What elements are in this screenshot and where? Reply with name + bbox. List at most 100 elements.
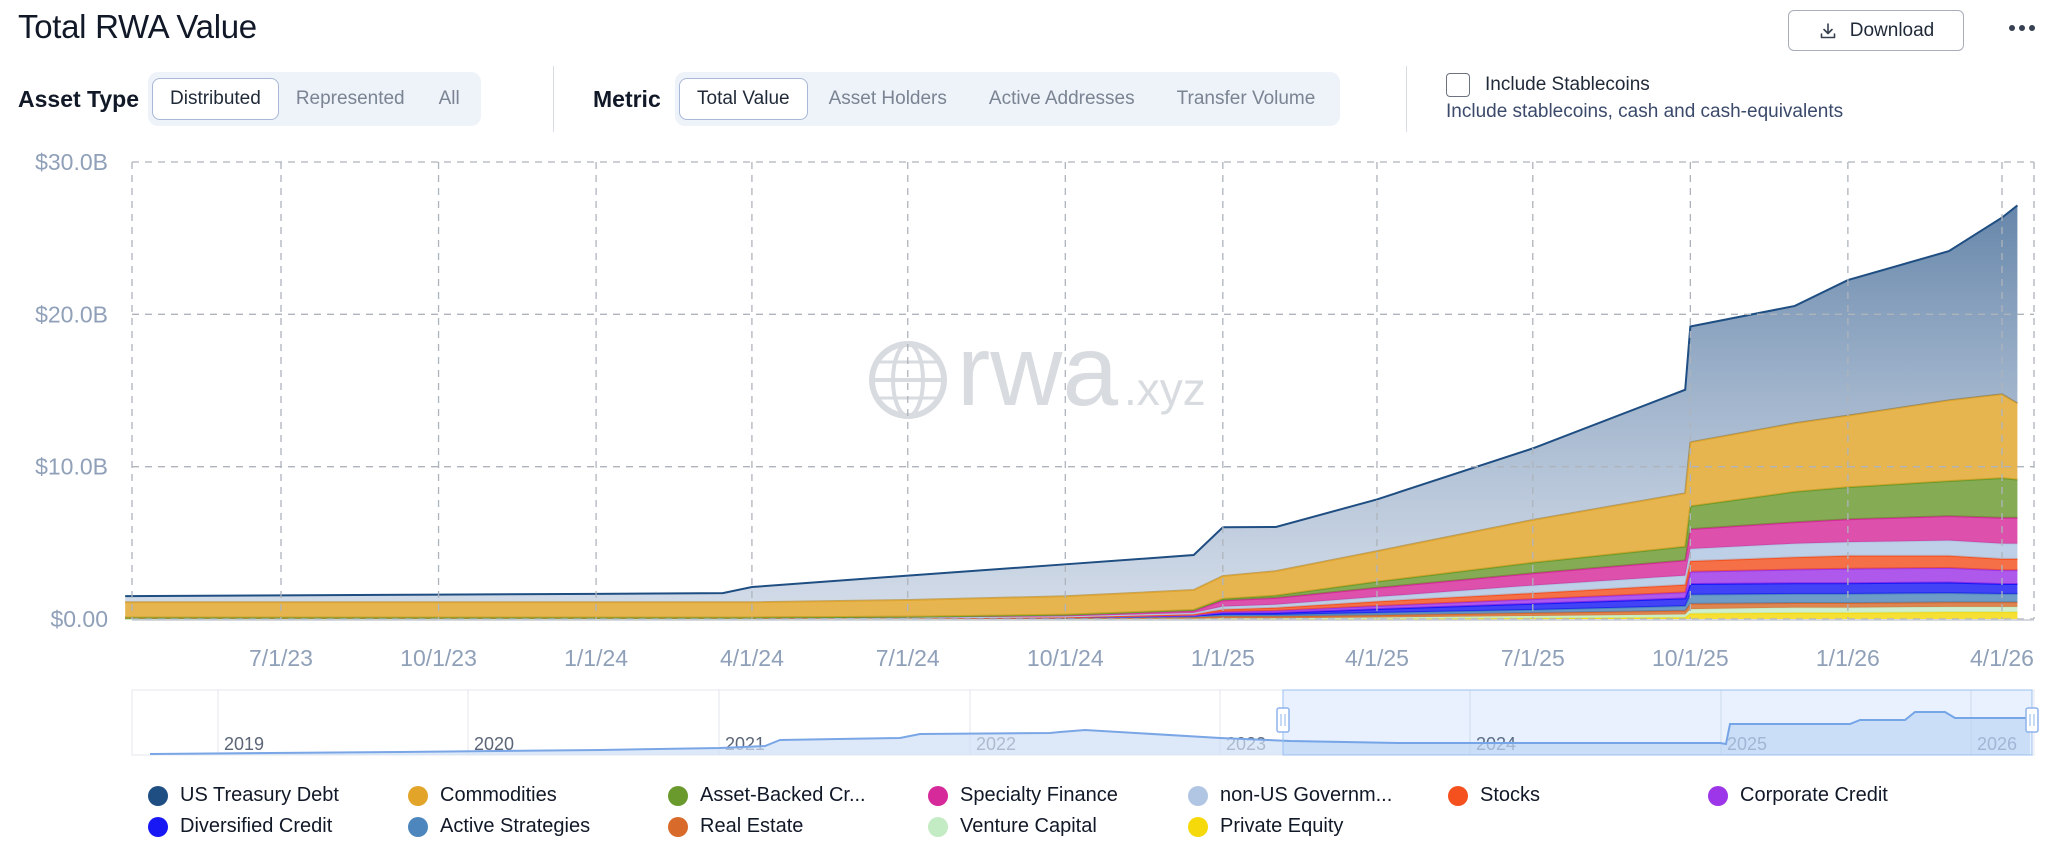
y-tick-label: $20.0B <box>35 301 108 327</box>
metric-total-value[interactable]: Total Value <box>679 78 808 120</box>
metric-toggle: Total Value Asset Holders Active Address… <box>675 72 1341 126</box>
time-navigator[interactable]: 20192020202120222023202420252026 <box>131 689 2039 756</box>
area-active-strategies[interactable] <box>125 593 2018 618</box>
legend-item-non-us-governm[interactable]: non-US Governm... <box>1188 784 1392 807</box>
navigator-year-label: 2020 <box>474 734 514 754</box>
legend-label: Venture Capital <box>960 815 1097 837</box>
metric-transfer-volume[interactable]: Transfer Volume <box>1176 88 1316 109</box>
navigator-selection[interactable] <box>1282 689 2033 756</box>
legend-label: Real Estate <box>700 815 804 837</box>
area-real-estate[interactable] <box>125 602 2018 619</box>
watermark-text: rwa <box>957 315 1119 427</box>
legend-swatch <box>408 785 428 806</box>
line-asset-backed-credit <box>125 477 2018 619</box>
include-stablecoins-checkbox[interactable] <box>1446 73 1470 97</box>
x-tick-label: 10/1/25 <box>1652 645 1729 671</box>
more-dot <box>2009 25 2015 31</box>
legend-swatch <box>148 816 168 837</box>
legend-item-corporate-credit[interactable]: Corporate Credit <box>1708 784 1888 807</box>
asset-type-represented[interactable]: Represented <box>295 88 405 109</box>
navigator-line <box>149 711 2030 755</box>
legend-item-commodities[interactable]: Commodities <box>408 784 557 807</box>
legend-item-specialty-finance[interactable]: Specialty Finance <box>928 784 1118 807</box>
line-us-treasury-debt <box>125 204 2019 598</box>
legend-swatch <box>1188 816 1208 837</box>
y-tick-label: $10.0B <box>35 454 108 480</box>
x-tick-label: 7/1/23 <box>249 645 313 671</box>
include-stablecoins-description: Include stablecoins, cash and cash-equiv… <box>1446 101 1844 122</box>
area-specialty-finance[interactable] <box>125 516 2018 618</box>
legend-item-active-strategies[interactable]: Active Strategies <box>408 815 590 838</box>
legend-label: Corporate Credit <box>1740 784 1888 806</box>
x-tick-label: 7/1/25 <box>1501 645 1565 671</box>
legend-swatch <box>668 816 688 837</box>
x-tick-label: 4/1/24 <box>720 645 784 671</box>
x-tick-label: 4/1/25 <box>1345 645 1409 671</box>
metric-asset-holders[interactable]: Asset Holders <box>828 88 947 109</box>
more-dot <box>2029 25 2035 31</box>
area-series-group <box>125 204 2019 620</box>
legend-swatch <box>928 785 948 806</box>
legend-item-real-estate[interactable]: Real Estate <box>668 815 803 838</box>
legend-label: Specialty Finance <box>960 784 1118 806</box>
legend-item-asset-backed-cr[interactable]: Asset-Backed Cr... <box>668 784 866 807</box>
x-tick-label: 10/1/24 <box>1027 645 1104 671</box>
include-stablecoins-label[interactable]: Include Stablecoins <box>1485 74 1650 95</box>
asset-type-toggle: Distributed Represented All <box>148 72 481 126</box>
metric-label: Metric <box>593 86 661 112</box>
navigator-area <box>150 712 2030 755</box>
legend-label: US Treasury Debt <box>180 784 339 806</box>
more-dot <box>2019 25 2025 31</box>
more-options-icon[interactable] <box>2002 8 2042 48</box>
legend-label: Private Equity <box>1220 815 1344 837</box>
rwa-watermark: rwa .xyz <box>869 315 1206 427</box>
legend-item-diversified-credit[interactable]: Diversified Credit <box>148 815 332 838</box>
asset-type-all[interactable]: All <box>438 88 460 109</box>
controls-divider <box>1406 66 1407 132</box>
navigator-handle[interactable] <box>2025 707 2039 733</box>
navigator-year-label: 2019 <box>224 734 264 754</box>
legend-swatch <box>668 785 688 806</box>
legend-item-us-treasury-debt[interactable]: US Treasury Debt <box>148 784 339 807</box>
area-corporate-credit[interactable] <box>125 567 2018 618</box>
legend-label: non-US Governm... <box>1220 784 1393 806</box>
x-tick-label: 10/1/23 <box>400 645 477 671</box>
legend-item-stocks[interactable]: Stocks <box>1448 784 1540 807</box>
navigator-handle[interactable] <box>1276 707 1290 733</box>
area-commodities[interactable] <box>125 394 2018 618</box>
area-diversified-credit[interactable] <box>125 582 2018 618</box>
x-tick-label: 1/1/26 <box>1816 645 1880 671</box>
y-tick-label: $0.00 <box>50 606 108 632</box>
y-tick-label: $30.0B <box>35 149 108 175</box>
asset-type-label: Asset Type <box>18 86 140 112</box>
area-us-treasury-debt[interactable] <box>125 205 2018 603</box>
area-asset-backed-credit[interactable] <box>125 478 2018 618</box>
controls-divider <box>553 66 554 132</box>
legend-label: Commodities <box>440 784 557 806</box>
x-tick-label: 1/1/25 <box>1191 645 1255 671</box>
legend-swatch <box>148 785 168 806</box>
legend-label: Active Strategies <box>440 815 591 837</box>
metric-active-addresses[interactable]: Active Addresses <box>988 88 1135 109</box>
area-stocks[interactable] <box>125 555 2018 618</box>
x-tick-label: 4/1/26 <box>1970 645 2034 671</box>
download-label: Download <box>1849 19 1935 41</box>
download-button[interactable]: Download <box>1788 10 1964 51</box>
legend-item-private-equity[interactable]: Private Equity <box>1188 815 1343 838</box>
download-icon <box>1820 22 1836 38</box>
page-title: Total RWA Value <box>18 8 257 45</box>
legend-swatch <box>1708 785 1728 806</box>
legend-label: Stocks <box>1480 784 1541 806</box>
x-tick-label: 1/1/24 <box>564 645 628 671</box>
legend-swatch <box>1188 785 1208 806</box>
legend-swatch <box>408 816 428 837</box>
legend-label: Asset-Backed Cr... <box>700 784 866 806</box>
area-private-equity[interactable] <box>125 612 2018 619</box>
legend-label: Diversified Credit <box>180 815 333 837</box>
grid: $30.0B $20.0B $10.0B $0.00 7/1/23 10/1/23 1/1/… <box>35 149 2035 671</box>
watermark-suffix: .xyz <box>1124 363 1206 415</box>
legend-item-venture-capital[interactable]: Venture Capital <box>928 815 1097 838</box>
x-tick-label: 7/1/24 <box>876 645 940 671</box>
asset-type-distributed[interactable]: Distributed <box>152 78 279 120</box>
